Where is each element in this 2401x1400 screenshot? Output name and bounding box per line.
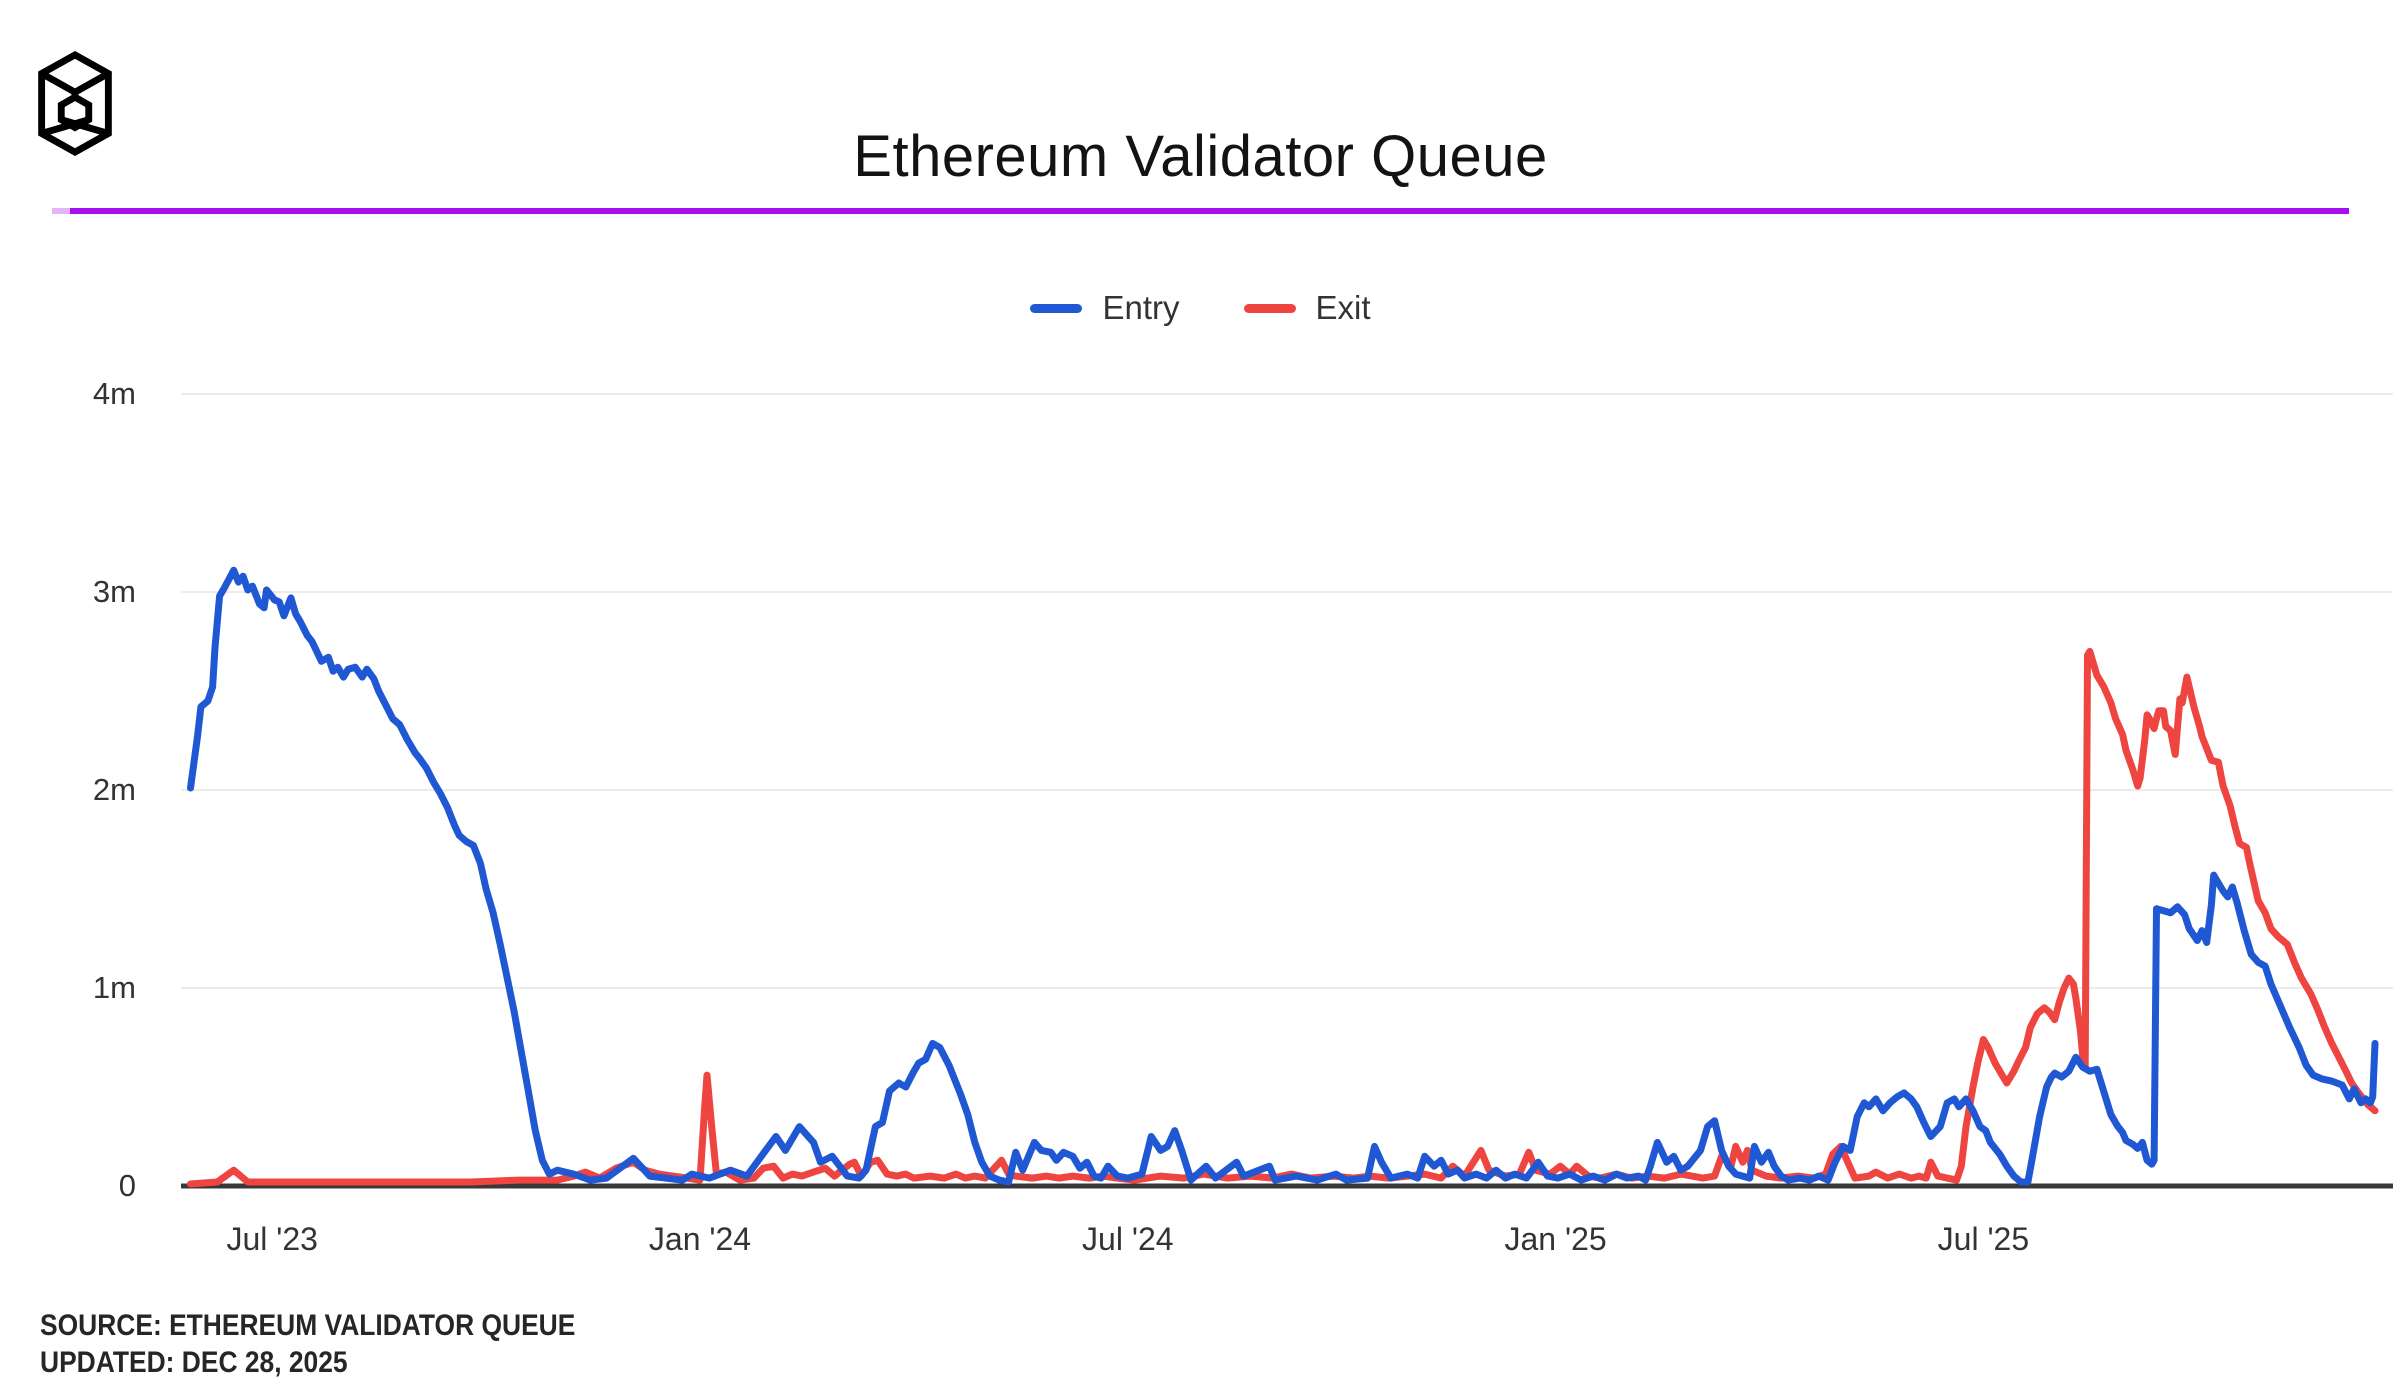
legend-exit-label: Exit bbox=[1315, 289, 1371, 326]
exit-series-swatch-icon bbox=[1243, 303, 1296, 313]
legend-item-exit[interactable]: Exit bbox=[1243, 289, 1371, 327]
x-tick-label: Jul '24 bbox=[1082, 1221, 1174, 1257]
y-tick-label: 0 bbox=[118, 1168, 136, 1203]
page-title: Ethereum Validator Queue bbox=[853, 123, 1548, 189]
entry-series-swatch-icon bbox=[1030, 303, 1083, 313]
y-tick-label: 2m bbox=[92, 772, 136, 807]
chart-legend: Entry Exit bbox=[0, 289, 2401, 327]
x-tick-label: Jul '23 bbox=[226, 1221, 318, 1257]
entry-line bbox=[187, 566, 2379, 1186]
x-tick-label: Jan '25 bbox=[1504, 1221, 1607, 1257]
x-tick-label: Jul '25 bbox=[1937, 1221, 2030, 1257]
y-tick-label: 4m bbox=[92, 376, 136, 411]
y-tick-label: 1m bbox=[92, 970, 136, 1005]
legend-item-entry[interactable]: Entry bbox=[1030, 289, 1180, 327]
block-cube-logo-icon bbox=[37, 50, 113, 161]
title-divider bbox=[52, 208, 2349, 214]
updated-line: UPDATED: DEC 28, 2025 bbox=[40, 1346, 348, 1379]
y-tick-label: 3m bbox=[92, 574, 136, 609]
source-line: SOURCE: ETHEREUM VALIDATOR QUEUE bbox=[40, 1309, 576, 1342]
x-tick-label: Jan '24 bbox=[648, 1221, 752, 1257]
exit-line bbox=[187, 647, 2379, 1188]
legend-entry-label: Entry bbox=[1102, 289, 1180, 326]
